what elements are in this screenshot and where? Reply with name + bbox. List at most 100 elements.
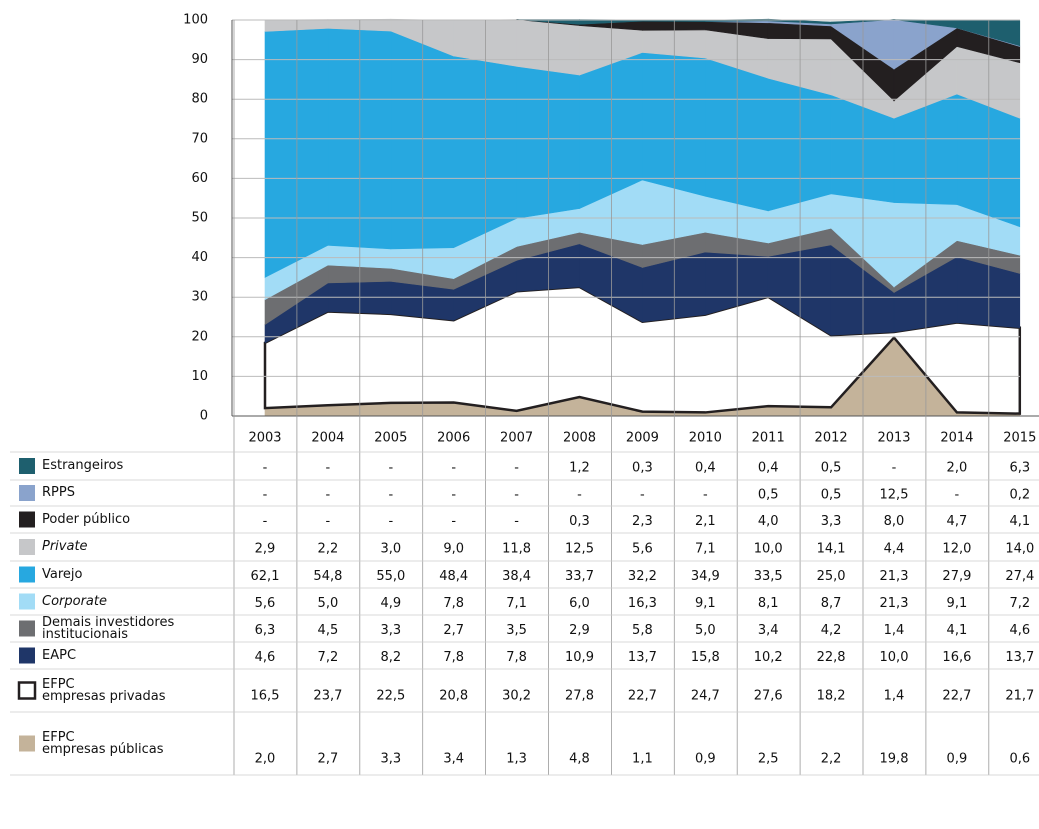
area-segment bbox=[642, 314, 706, 413]
series-label: Estrangeiros bbox=[42, 458, 124, 473]
area-segment bbox=[956, 322, 1021, 414]
legend-swatch bbox=[19, 593, 35, 610]
cell-value: 0,4 bbox=[695, 461, 716, 476]
legend-swatch bbox=[19, 511, 35, 528]
cell-value: 6,0 bbox=[569, 596, 590, 611]
cell-value: 4,8 bbox=[569, 752, 590, 767]
cell-value: 3,4 bbox=[758, 623, 779, 638]
cell-value: 27,4 bbox=[1005, 569, 1034, 584]
cell-value: 22,7 bbox=[942, 689, 971, 704]
y-tick-label: 0 bbox=[200, 409, 208, 424]
cell-value: 27,6 bbox=[754, 689, 783, 704]
cell-value: 23,7 bbox=[313, 689, 342, 704]
y-tick-label: 60 bbox=[191, 171, 208, 186]
cell-value: 0,3 bbox=[569, 514, 590, 529]
cell-value: 21,7 bbox=[1005, 689, 1034, 704]
cell-value: 38,4 bbox=[502, 569, 531, 584]
area-segment bbox=[642, 20, 706, 31]
series-label: Private bbox=[42, 539, 88, 554]
area-segment bbox=[390, 313, 454, 404]
cell-value: 0,5 bbox=[821, 488, 842, 503]
y-tick-label: 100 bbox=[183, 13, 208, 28]
cell-value: 2,1 bbox=[695, 514, 716, 529]
cell-value: - bbox=[514, 514, 519, 529]
cell-value: 48,4 bbox=[439, 569, 468, 584]
cell-value: 54,8 bbox=[313, 569, 342, 584]
cell-value: - bbox=[577, 488, 582, 503]
cell-value: 34,9 bbox=[691, 569, 720, 584]
cell-value: 7,8 bbox=[443, 650, 464, 665]
cell-value: 22,7 bbox=[628, 689, 657, 704]
year-label: 2012 bbox=[815, 431, 848, 446]
cell-value: 4,0 bbox=[758, 514, 779, 529]
cell-value: 1,3 bbox=[506, 752, 527, 767]
cell-value: 10,0 bbox=[754, 542, 783, 557]
area-segment bbox=[830, 19, 895, 25]
y-tick-label: 20 bbox=[191, 329, 208, 344]
cell-value: 0,4 bbox=[758, 461, 779, 476]
cell-value: 3,3 bbox=[380, 623, 401, 638]
year-label: 2014 bbox=[940, 431, 973, 446]
cell-value: 16,3 bbox=[628, 596, 657, 611]
area-segment bbox=[327, 311, 392, 406]
cell-value: 3,0 bbox=[380, 542, 401, 557]
cell-value: 4,1 bbox=[947, 623, 968, 638]
cell-value: 0,9 bbox=[947, 752, 968, 767]
legend-swatch bbox=[19, 647, 35, 664]
series-label: EFPC empresas privadas bbox=[42, 676, 166, 704]
cell-value: - bbox=[703, 488, 708, 503]
series-label: EAPC bbox=[42, 647, 77, 663]
legend-swatch bbox=[19, 539, 35, 555]
cell-value: 6,3 bbox=[1009, 461, 1030, 476]
legend-swatch bbox=[19, 566, 35, 583]
cell-value: 15,8 bbox=[691, 650, 720, 665]
year-label: 2013 bbox=[877, 431, 910, 446]
cell-value: 14,0 bbox=[1005, 542, 1034, 557]
cell-value: 6,3 bbox=[255, 623, 276, 638]
cell-value: - bbox=[514, 461, 519, 476]
y-tick-label: 80 bbox=[191, 92, 208, 107]
cell-value: 22,5 bbox=[376, 689, 405, 704]
year-label: 2007 bbox=[500, 431, 533, 446]
cell-value: 24,7 bbox=[691, 689, 720, 704]
cell-value: - bbox=[892, 461, 897, 476]
cell-value: 0,3 bbox=[632, 461, 653, 476]
cell-value: - bbox=[326, 514, 331, 529]
year-label: 2015 bbox=[1003, 431, 1036, 446]
cell-value: 27,9 bbox=[942, 569, 971, 584]
cell-value: - bbox=[326, 461, 331, 476]
cell-value: 0,5 bbox=[758, 488, 779, 503]
cell-value: - bbox=[388, 461, 393, 476]
area-segment bbox=[705, 296, 769, 413]
cell-value: 3,5 bbox=[506, 623, 527, 638]
cell-value: 9,1 bbox=[695, 596, 716, 611]
year-label: 2003 bbox=[248, 431, 281, 446]
cell-value: 0,2 bbox=[1009, 488, 1030, 503]
cell-value: 18,2 bbox=[817, 689, 846, 704]
cell-value: 4,5 bbox=[318, 623, 339, 638]
cell-value: 7,1 bbox=[506, 596, 527, 611]
cell-value: 33,5 bbox=[754, 569, 783, 584]
area-segment bbox=[516, 19, 580, 76]
cell-value: 8,1 bbox=[758, 596, 779, 611]
area-segment bbox=[264, 28, 329, 278]
legend-swatch bbox=[17, 681, 37, 700]
cell-value: 2,2 bbox=[821, 752, 842, 767]
cell-value: 2,5 bbox=[758, 752, 779, 767]
area-segment bbox=[327, 245, 392, 269]
cell-value: 7,1 bbox=[695, 542, 716, 557]
cell-value: 20,8 bbox=[439, 689, 468, 704]
area-segment bbox=[705, 57, 769, 212]
year-label: 2011 bbox=[752, 431, 785, 446]
cell-value: 2,9 bbox=[255, 542, 276, 557]
cell-value: 2,7 bbox=[443, 623, 464, 638]
cell-value: - bbox=[388, 514, 393, 529]
cell-value: - bbox=[451, 461, 456, 476]
cell-value: - bbox=[514, 488, 519, 503]
cell-value: 12,5 bbox=[565, 542, 594, 557]
legend-swatch bbox=[19, 620, 35, 637]
cell-value: 25,0 bbox=[817, 569, 846, 584]
cell-value: 5,6 bbox=[632, 542, 653, 557]
cell-value: 5,0 bbox=[695, 623, 716, 638]
